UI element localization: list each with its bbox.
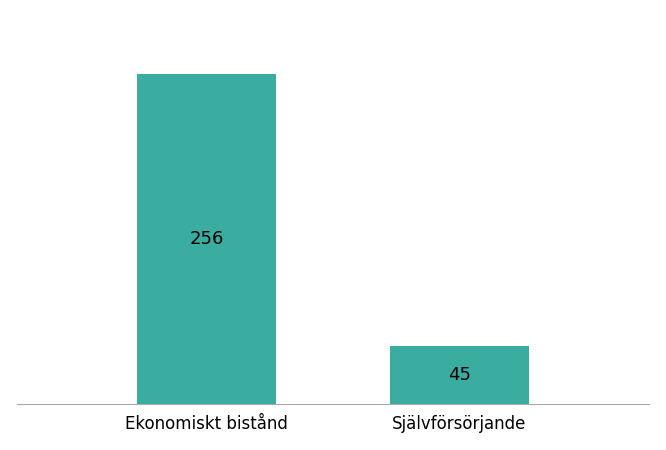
Bar [390,346,529,404]
Text: 256: 256 [189,230,224,248]
Bar [137,73,276,404]
Text: 45: 45 [448,366,471,384]
